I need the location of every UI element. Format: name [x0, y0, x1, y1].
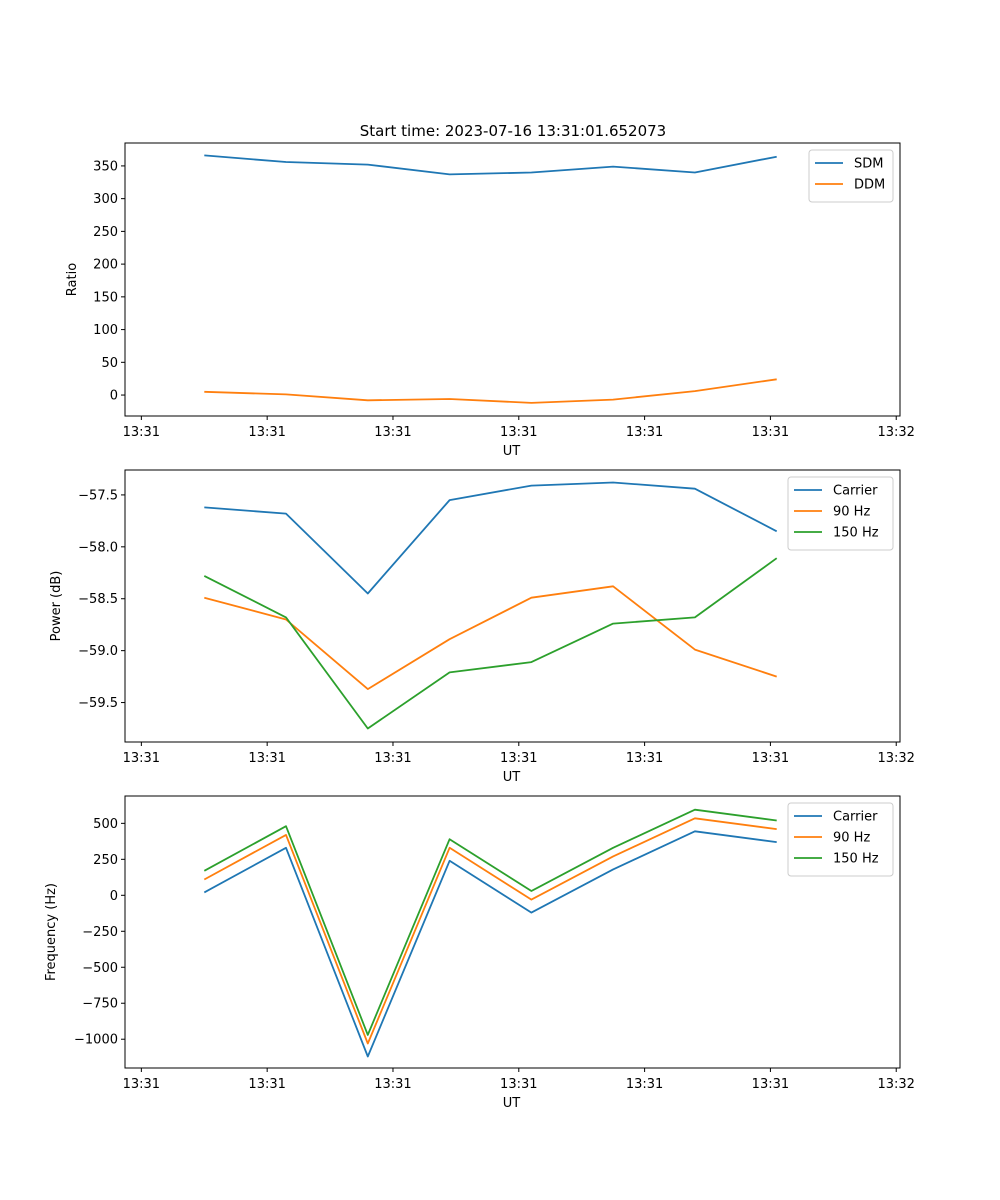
x-tick-label: 13:31 [626, 751, 663, 766]
legend-label: Carrier [833, 484, 878, 499]
ratio-panel: 0 50 100 150 200 250 300 350 13:31 13:31 13:31 13:3… [65, 142, 915, 459]
x-tick-label: 13:31 [752, 1077, 789, 1092]
x-tick-label: 13:31 [123, 1077, 160, 1092]
legend: SDM DDM [808, 149, 894, 203]
x-tick-label: 13:31 [248, 751, 285, 766]
x-tick-label: 13:32 [877, 1077, 914, 1092]
y-tick-label: 150 [93, 290, 118, 305]
y-tick-label: 500 [93, 817, 118, 832]
x-tick-label: 13:32 [877, 751, 914, 766]
legend-label: 90 Hz [833, 831, 870, 846]
x-tick-label: 13:31 [123, 751, 160, 766]
y-tick-label: −57.5 [78, 488, 118, 503]
series-line-carrier [204, 481, 778, 595]
x-axis-label: UT [503, 770, 521, 785]
y-tick-label: −250 [82, 925, 118, 940]
y-tick-label: −750 [82, 997, 118, 1012]
power-panel: −59.5 −59.0 −58.5 −58.0 −57.5 13:31 13:31 13:31… [49, 469, 915, 785]
figure-title: Start time: 2023-07-16 13:31:01.652073 [360, 122, 666, 140]
y-tick-label: 0 [110, 389, 118, 404]
axes-frame [124, 142, 901, 417]
y-tick-label: −1000 [74, 1033, 118, 1048]
frequency-panel: −1000 −750 −500 −250 0 250 500 13:31 13:31 13:31 1… [44, 795, 915, 1111]
series-line-sdm [204, 154, 777, 176]
y-tick-label: 250 [93, 853, 118, 868]
x-tick-label: 13:31 [752, 425, 789, 440]
x-tick-label: 13:31 [500, 425, 537, 440]
series-line-90-hz [203, 817, 777, 1045]
x-tick-label: 13:31 [123, 425, 160, 440]
x-tick-label: 13:31 [374, 425, 411, 440]
x-axis-label: UT [503, 1096, 521, 1111]
legend-label: SDM [854, 157, 883, 172]
x-tick-label: 13:31 [626, 425, 663, 440]
x-tick-label: 13:31 [248, 1077, 285, 1092]
x-tick-label: 13:31 [500, 1077, 537, 1092]
x-tick-label: 13:31 [374, 1077, 411, 1092]
axes-frame [124, 469, 901, 743]
y-tick-label: −58.0 [78, 540, 118, 555]
y-tick-label: −500 [82, 961, 118, 976]
legend-label: DDM [854, 178, 885, 193]
y-tick-label: −58.5 [78, 592, 118, 607]
x-tick-label: 13:31 [500, 751, 537, 766]
x-tick-label: 13:32 [877, 425, 914, 440]
legend-label: Carrier [833, 810, 878, 825]
y-tick-label: 300 [93, 192, 118, 207]
x-tick-label: 13:31 [374, 751, 411, 766]
x-tick-label: 13:31 [626, 1077, 663, 1092]
y-tick-label: 350 [93, 159, 118, 174]
legend-label: 150 Hz [833, 526, 879, 541]
series-line-carrier [203, 830, 777, 1058]
series-line-ddm [204, 378, 777, 404]
x-tick-label: 13:31 [752, 751, 789, 766]
x-axis-label: UT [503, 444, 521, 459]
legend: Carrier 90 Hz 150 Hz [787, 476, 894, 551]
legend: Carrier 90 Hz 150 Hz [787, 802, 894, 877]
y-tick-label: 50 [101, 356, 118, 371]
series-line-150-hz [203, 557, 778, 730]
y-tick-label: −59.0 [78, 644, 118, 659]
y-tick-label: 250 [93, 225, 118, 240]
y-tick-label: 0 [110, 889, 118, 904]
y-axis-label: Ratio [65, 263, 80, 296]
series-line-90-hz [204, 585, 777, 690]
y-axis-label: Frequency (Hz) [44, 883, 59, 981]
axes-frame [124, 795, 901, 1069]
y-axis-label: Power (dB) [49, 571, 64, 642]
series-line-150-hz [203, 808, 777, 1036]
y-tick-label: −59.5 [78, 696, 118, 711]
x-tick-label: 13:31 [248, 425, 285, 440]
y-tick-label: 100 [93, 323, 118, 338]
legend-label: 90 Hz [833, 505, 870, 520]
y-tick-label: 200 [93, 258, 118, 273]
legend-label: 150 Hz [833, 852, 879, 867]
